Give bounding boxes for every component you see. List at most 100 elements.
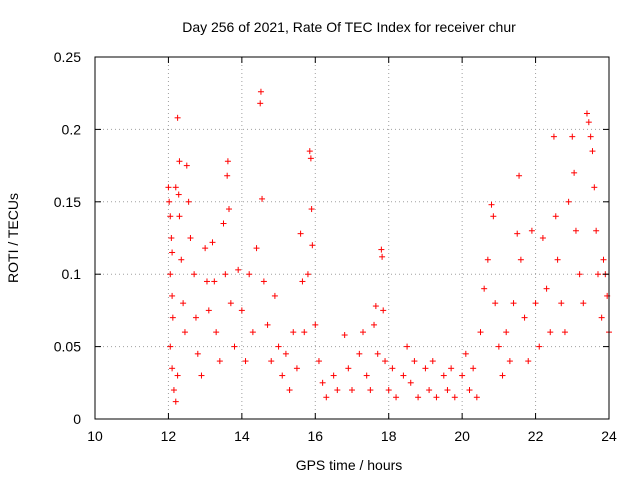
- data-point: [192, 314, 199, 321]
- data-point: [167, 271, 174, 278]
- data-point: [235, 266, 242, 273]
- data-point: [506, 358, 513, 365]
- data-point: [525, 358, 532, 365]
- y-tick-label: 0: [73, 411, 81, 427]
- data-point: [360, 329, 367, 336]
- data-point: [481, 285, 488, 292]
- data-point: [576, 271, 583, 278]
- data-point: [166, 198, 173, 205]
- data-point: [180, 300, 187, 307]
- data-point: [580, 300, 587, 307]
- data-point: [382, 358, 389, 365]
- data-point: [477, 329, 484, 336]
- data-point: [400, 372, 407, 379]
- data-point: [571, 169, 578, 176]
- data-point: [517, 256, 524, 263]
- x-tick-label: 14: [234, 428, 250, 444]
- y-tick-labels: 0 0.05 0.1 0.15 0.2 0.25: [54, 49, 81, 427]
- data-point: [330, 372, 337, 379]
- data-point: [552, 213, 559, 220]
- data-point: [293, 365, 300, 372]
- data-point: [411, 358, 418, 365]
- data-point: [345, 365, 352, 372]
- x-tick-label: 12: [161, 428, 177, 444]
- data-point: [558, 300, 565, 307]
- x-tick-label: 22: [528, 428, 544, 444]
- data-point: [543, 285, 550, 292]
- data-point: [264, 321, 271, 328]
- data-point: [521, 314, 528, 321]
- data-point: [299, 278, 306, 285]
- data-point: [393, 394, 400, 401]
- data-points: [165, 88, 612, 405]
- data-point: [323, 394, 330, 401]
- data-point: [175, 191, 182, 198]
- data-point: [308, 206, 315, 213]
- data-point: [422, 365, 429, 372]
- x-tick-labels: 10 12 14 16 18 20 22 24: [87, 428, 617, 444]
- data-point: [306, 148, 313, 155]
- data-point: [583, 110, 590, 117]
- data-point: [275, 343, 282, 350]
- data-point: [174, 372, 181, 379]
- data-point: [174, 114, 181, 121]
- data-point: [389, 365, 396, 372]
- data-point: [334, 387, 341, 394]
- x-tick-label: 10: [87, 428, 103, 444]
- data-point: [426, 387, 433, 394]
- data-point: [593, 227, 600, 234]
- y-tick-label: 0.2: [62, 121, 82, 137]
- data-point: [198, 372, 205, 379]
- data-point: [356, 350, 363, 357]
- data-point: [503, 329, 510, 336]
- data-point: [282, 350, 289, 357]
- data-point: [514, 230, 521, 237]
- data-point: [224, 158, 231, 165]
- data-point: [211, 278, 218, 285]
- data-point: [554, 256, 561, 263]
- data-point: [286, 387, 293, 394]
- data-point: [380, 307, 387, 314]
- data-point: [169, 249, 176, 256]
- data-point: [532, 300, 539, 307]
- data-point: [594, 271, 601, 278]
- data-point: [307, 155, 314, 162]
- data-point: [271, 292, 278, 299]
- data-point: [257, 100, 264, 107]
- data-point: [589, 148, 596, 155]
- data-point: [433, 394, 440, 401]
- data-point: [569, 133, 576, 140]
- data-point: [473, 394, 480, 401]
- data-point: [371, 321, 378, 328]
- data-point: [490, 213, 497, 220]
- data-point: [246, 271, 253, 278]
- data-point: [309, 242, 316, 249]
- data-point: [238, 307, 245, 314]
- data-point: [301, 329, 308, 336]
- data-point: [169, 292, 176, 299]
- data-point: [165, 184, 172, 191]
- x-tick-label: 16: [307, 428, 323, 444]
- data-point: [176, 213, 183, 220]
- y-tick-label: 0.1: [62, 266, 82, 282]
- data-point: [312, 321, 319, 328]
- chart-title: Day 256 of 2021, Rate Of TEC Index for r…: [182, 19, 516, 35]
- data-point: [587, 133, 594, 140]
- data-point: [242, 358, 249, 365]
- data-point: [374, 350, 381, 357]
- data-point: [202, 245, 209, 252]
- data-point: [183, 162, 190, 169]
- data-point: [178, 256, 185, 263]
- grid-lines: [95, 57, 609, 419]
- data-point: [169, 314, 176, 321]
- data-point: [407, 379, 414, 386]
- data-point: [550, 133, 557, 140]
- data-point: [268, 358, 275, 365]
- x-tick-label: 24: [601, 428, 617, 444]
- data-point: [448, 365, 455, 372]
- data-point: [220, 220, 227, 227]
- data-point: [231, 343, 238, 350]
- data-point: [495, 343, 502, 350]
- data-point: [492, 300, 499, 307]
